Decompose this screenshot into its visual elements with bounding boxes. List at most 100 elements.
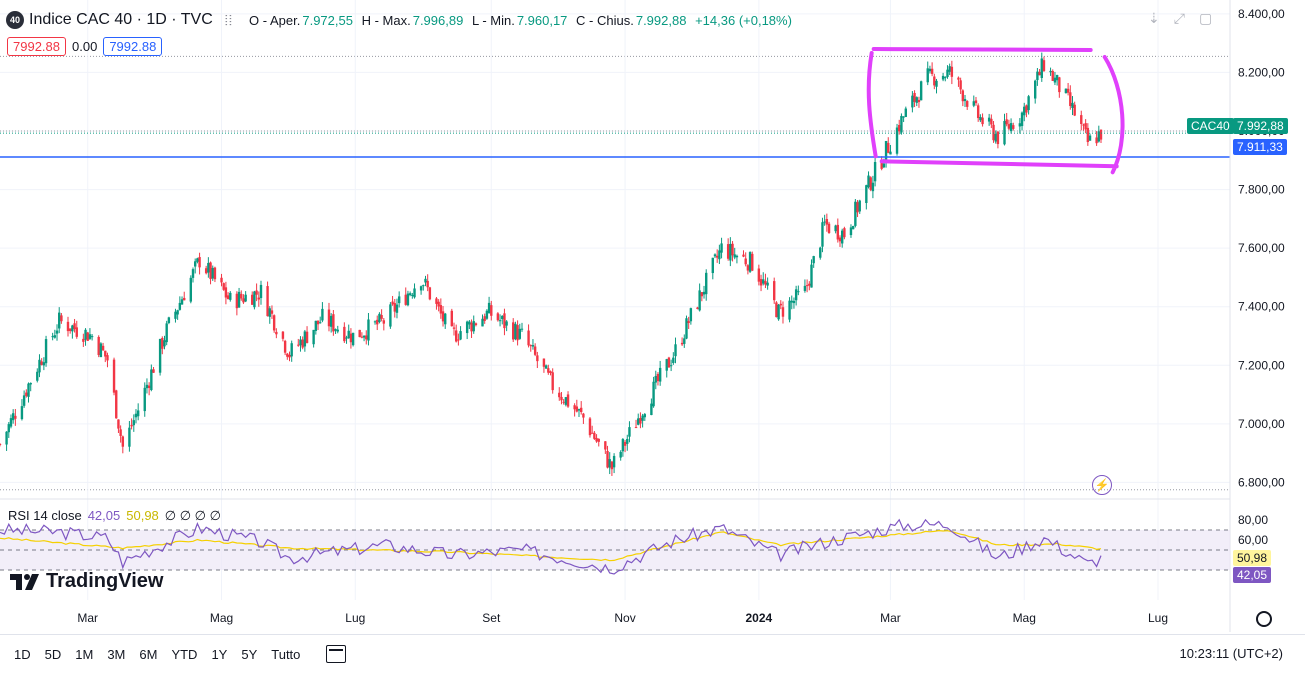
- candle-body: [871, 182, 875, 192]
- candle-body: [132, 420, 135, 426]
- low-value: 7.960,17: [516, 12, 568, 28]
- candle-body: [242, 298, 245, 303]
- candle-body: [672, 357, 675, 363]
- candle-body: [628, 427, 631, 437]
- candle-body: [134, 413, 138, 418]
- tradingview-logo[interactable]: TradingView: [10, 570, 163, 593]
- candle-body: [66, 321, 70, 332]
- candle-body: [40, 361, 43, 365]
- range-5y[interactable]: 5Y: [241, 646, 258, 662]
- range-1y[interactable]: 1Y: [211, 646, 228, 662]
- candle-body: [856, 202, 859, 213]
- candle-body: [128, 427, 131, 447]
- close-label: C - Chius.: [576, 12, 634, 28]
- candle-body: [88, 334, 92, 339]
- candle-body: [457, 339, 460, 341]
- rsi-legend[interactable]: RSI 14 close 42,05 50,98 ∅ ∅ ∅ ∅: [8, 508, 221, 524]
- candle-body: [1082, 124, 1085, 126]
- range-ytd[interactable]: YTD: [171, 646, 198, 662]
- arrow-down-icon[interactable]: ⇣: [1148, 10, 1160, 26]
- candle-body: [514, 323, 517, 340]
- bid-box[interactable]: 7992.88: [7, 37, 66, 56]
- candle-body: [198, 257, 201, 268]
- candle-body: [981, 117, 984, 125]
- candle-body: [781, 307, 785, 317]
- settings-icon[interactable]: [1256, 611, 1272, 627]
- candle-body: [700, 292, 704, 297]
- candle-body: [794, 289, 798, 301]
- candle-body: [775, 302, 778, 318]
- candle-body: [821, 222, 824, 247]
- expand-icon[interactable]: ⤢: [1173, 10, 1185, 26]
- candle-body: [869, 177, 872, 190]
- candle-body: [167, 317, 171, 323]
- candle-body: [533, 346, 537, 355]
- candle-body: [75, 327, 78, 337]
- rsi-extra-values: ∅ ∅ ∅ ∅: [164, 508, 221, 523]
- candle-body: [637, 418, 640, 425]
- more-options-icon[interactable]: ⦙⦙: [224, 11, 234, 28]
- candle-body: [718, 250, 721, 260]
- candle-body: [299, 339, 302, 346]
- range-5d[interactable]: 5D: [44, 646, 62, 662]
- candle-body: [838, 237, 842, 242]
- candle-body: [193, 261, 197, 267]
- candle-body: [731, 243, 734, 256]
- candle-body: [882, 163, 886, 168]
- highlight-rectangle-stroke: [866, 47, 1125, 175]
- range-1m[interactable]: 1M: [75, 646, 94, 662]
- candle-body: [136, 410, 140, 417]
- candle-body: [209, 262, 212, 280]
- highlight-rectangle[interactable]: [866, 47, 1125, 175]
- candle-body: [334, 329, 337, 331]
- candle-body: [744, 258, 747, 265]
- candle-body: [244, 294, 247, 302]
- candle-body: [858, 200, 861, 212]
- candle-body: [606, 450, 609, 468]
- candle-body: [805, 285, 809, 287]
- candle-body: [5, 431, 8, 445]
- candle-body: [439, 305, 443, 314]
- horizontal-line[interactable]: [0, 132, 1230, 158]
- price-tick-label: 8.200,00: [1238, 65, 1285, 79]
- price-tick-label: 7.600,00: [1238, 241, 1285, 255]
- candle-body: [580, 407, 583, 413]
- candle-body: [1003, 121, 1006, 145]
- clock[interactable]: 10:23:11 (UTC+2): [1179, 646, 1283, 661]
- candle-body: [1071, 102, 1074, 108]
- open-label: O - Aper.: [249, 12, 301, 28]
- candle-body: [608, 459, 611, 468]
- candle-body: [1007, 124, 1011, 129]
- candle-body: [104, 350, 107, 357]
- candle-body: [351, 332, 355, 346]
- maximize-icon[interactable]: ▢: [1198, 10, 1213, 26]
- rsi-pane[interactable]: 80,00 60,00: [0, 498, 1268, 575]
- candle-body: [726, 244, 730, 259]
- candle-body: [976, 105, 980, 119]
- symbol-legend[interactable]: 40 Indice CAC 40 · 1D · TVC ⦙⦙ O - Aper.…: [6, 8, 797, 32]
- time-axis[interactable]: Mar Mag Lug Set Nov 2024 Mar Mag Lug: [77, 611, 1168, 625]
- candle-body: [564, 397, 568, 405]
- candle-body: [705, 272, 708, 295]
- range-1d[interactable]: 1D: [14, 646, 31, 662]
- range-3m[interactable]: 3M: [107, 646, 126, 662]
- candle-body: [257, 297, 261, 300]
- candle-body: [531, 345, 535, 347]
- candle-body: [380, 315, 383, 319]
- ask-box[interactable]: 7992.88: [103, 37, 163, 56]
- candle-body: [7, 424, 10, 433]
- candle-body: [297, 344, 300, 346]
- range-all[interactable]: Tutto: [271, 646, 301, 662]
- candle-body: [86, 332, 89, 341]
- candle-body: [542, 358, 546, 367]
- candle-body: [516, 325, 519, 341]
- candle-body: [163, 340, 166, 347]
- candle-body: [365, 335, 368, 340]
- range-6m[interactable]: 6M: [139, 646, 158, 662]
- candle-body: [397, 296, 401, 304]
- calendar-icon[interactable]: [326, 645, 347, 663]
- symbol-title[interactable]: Indice CAC 40 · 1D · TVC: [29, 11, 213, 28]
- flash-icon[interactable]: ⚡: [1092, 475, 1112, 495]
- candle-body: [972, 101, 975, 106]
